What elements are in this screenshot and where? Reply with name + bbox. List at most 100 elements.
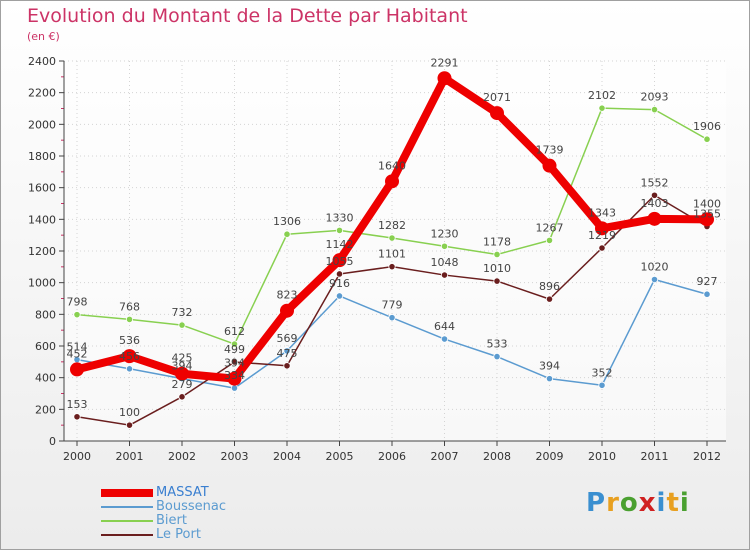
x-tick-label: 2000	[63, 450, 91, 463]
data-label: 2071	[483, 91, 511, 104]
data-label: 499	[224, 343, 245, 356]
y-tick-label: 0	[49, 435, 56, 448]
data-point	[598, 104, 606, 112]
data-point	[440, 242, 449, 250]
data-label: 569	[277, 332, 298, 345]
data-point	[650, 275, 659, 284]
data-label: 153	[67, 398, 88, 411]
legend-item: Biert	[101, 513, 361, 528]
data-point	[122, 349, 137, 364]
data-label: 916	[329, 277, 350, 290]
data-point	[283, 347, 291, 355]
y-tick-label: 1600	[28, 182, 56, 195]
data-label: 1282	[378, 219, 406, 232]
y-tick-label: 400	[35, 372, 56, 385]
y-tick-labels: 0 200 400 600 800 1000 1200 1400 1600 1800 2000 220…	[28, 55, 56, 448]
data-label: 279	[172, 378, 193, 391]
data-label: 1178	[483, 235, 511, 248]
y-tick-label: 1200	[28, 245, 56, 258]
proxiti-logo: Proxiti	[586, 488, 690, 518]
data-point	[598, 381, 606, 389]
data-point	[388, 234, 396, 242]
data-label: 1055	[326, 255, 354, 268]
data-label: 536	[119, 334, 140, 347]
y-tick-label: 1000	[28, 277, 56, 290]
data-label: 1739	[536, 144, 564, 157]
legend-swatch	[101, 506, 153, 508]
x-tick-label: 2005	[326, 450, 354, 463]
logo-letter: x	[638, 488, 657, 518]
data-point	[388, 263, 396, 271]
logo-letter: i	[679, 488, 690, 518]
logo-letter: i	[656, 488, 667, 518]
data-label: 644	[434, 320, 455, 333]
data-label: 394	[539, 360, 560, 373]
data-point	[440, 271, 449, 279]
data-label: 1101	[378, 248, 406, 261]
data-point	[335, 270, 344, 278]
logo-letter: P	[586, 488, 607, 518]
data-point	[545, 236, 554, 244]
data-point	[545, 295, 554, 303]
data-point	[700, 212, 714, 227]
x-tick-label: 2008	[483, 450, 511, 463]
data-point	[437, 71, 452, 86]
data-point	[650, 191, 659, 199]
data-labels: 5144563943345699167796445333943521020927…	[67, 56, 722, 419]
legend-item: Boussenac	[101, 499, 361, 514]
data-point	[545, 375, 554, 383]
legend-swatch	[101, 520, 153, 522]
x-tick-label: 2003	[221, 450, 249, 463]
data-label: 100	[119, 406, 140, 419]
legend-swatch	[101, 489, 153, 497]
data-point	[230, 340, 239, 348]
data-label: 1355	[693, 207, 721, 220]
data-point	[73, 413, 81, 421]
data-point	[178, 393, 186, 401]
data-label: 896	[539, 280, 560, 293]
y-tick-label: 200	[35, 403, 56, 416]
chart-subtitle: (en €)	[27, 30, 60, 43]
data-point	[73, 311, 81, 319]
data-label: 1906	[693, 120, 721, 133]
data-point	[542, 158, 557, 173]
data-label: 1020	[641, 261, 669, 274]
x-tick-labels: 2000 2001 2002 2003 2004 2005 2006 2007 2008 2009…	[63, 450, 721, 463]
data-point	[227, 371, 242, 386]
data-label: 779	[382, 299, 403, 312]
x-tick-label: 2010	[588, 450, 616, 463]
data-label: 1330	[326, 211, 354, 224]
data-label: 823	[277, 289, 298, 302]
data-point	[703, 135, 711, 143]
y-tick-label: 2400	[28, 55, 56, 68]
data-label: 2291	[431, 56, 459, 69]
data-label: 768	[119, 300, 140, 313]
axes	[59, 60, 726, 446]
data-label: 732	[172, 306, 193, 319]
data-label: 2102	[588, 89, 616, 102]
data-point	[647, 211, 662, 226]
y-tick-label: 2000	[28, 118, 56, 131]
logo-letter: o	[619, 488, 639, 518]
y-tick-label: 600	[35, 340, 56, 353]
y-tick-label: 2200	[28, 87, 56, 100]
x-tick-label: 2009	[536, 450, 564, 463]
data-label: 514	[67, 341, 88, 354]
data-label: 927	[697, 275, 718, 288]
data-label: 1048	[431, 256, 459, 269]
y-tick-label: 800	[35, 308, 56, 321]
data-point	[493, 277, 501, 285]
data-label: 1640	[378, 159, 406, 172]
x-tick-label: 2011	[641, 450, 669, 463]
data-point	[230, 384, 239, 392]
data-label: 798	[67, 296, 88, 309]
data-label: 456	[119, 350, 140, 363]
data-label: 334	[224, 369, 245, 382]
series-lines	[70, 71, 714, 429]
data-label: 1552	[641, 176, 669, 189]
x-tick-label: 2001	[116, 450, 144, 463]
data-point	[650, 106, 659, 114]
data-point	[178, 321, 186, 329]
x-tick-label: 2012	[693, 450, 721, 463]
x-tick-label: 2006	[378, 450, 406, 463]
